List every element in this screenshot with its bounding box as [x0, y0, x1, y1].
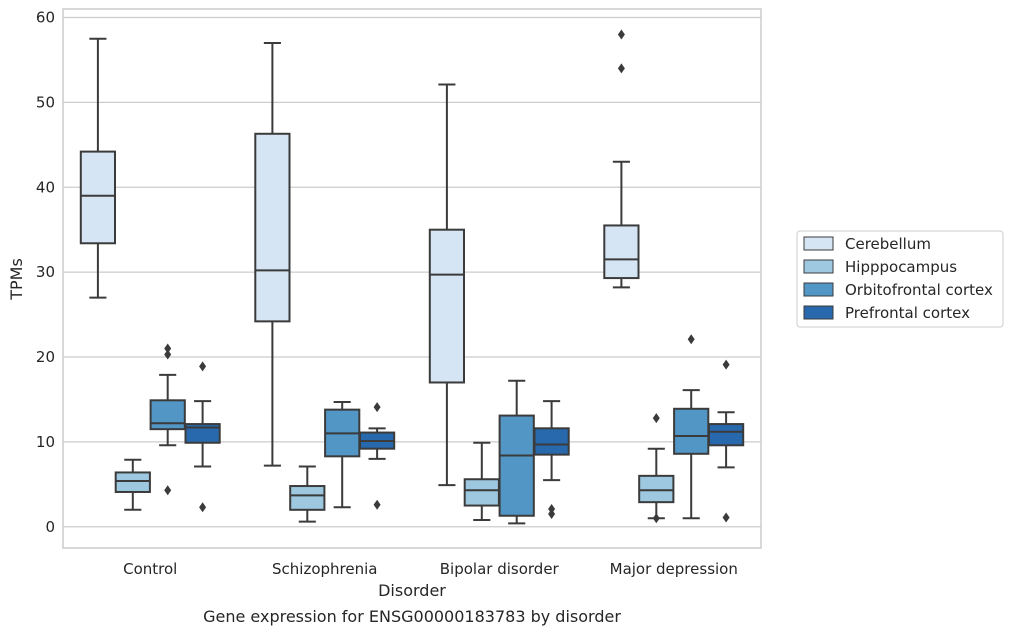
x-axis-ticks: Control Schizophrenia Bipolar disorder Majo…	[123, 560, 738, 578]
box	[463, 478, 500, 507]
x-tick-label: Control	[123, 560, 177, 578]
y-tick-label: 0	[45, 518, 55, 536]
box	[673, 407, 710, 455]
box	[638, 474, 675, 504]
outlier-point	[617, 29, 625, 40]
legend-label: Prefrontal cortex	[845, 304, 970, 322]
outlier-point	[652, 513, 660, 524]
plot-frame	[62, 8, 762, 549]
box-plot	[428, 83, 466, 487]
y-tick-label: 20	[36, 348, 55, 366]
y-tick-label: 30	[36, 263, 55, 281]
box	[79, 150, 117, 245]
box-plot	[707, 359, 745, 523]
legend-items: Cerebellum Hipppocampus Orbitofrontal cort…	[803, 235, 993, 322]
box-plot	[289, 465, 326, 523]
box	[184, 423, 221, 444]
box-plot	[79, 37, 117, 299]
box	[498, 414, 535, 517]
box	[289, 485, 326, 511]
outlier-point	[722, 512, 730, 523]
legend-label: Orbitofrontal cortex	[845, 281, 993, 299]
legend: Cerebellum Hipppocampus Orbitofrontal cort…	[796, 230, 1004, 328]
box-plot	[498, 379, 535, 525]
outlier-point	[617, 63, 625, 74]
legend-swatch	[803, 236, 834, 251]
outlier-point	[548, 503, 556, 514]
y-tick-label: 50	[36, 93, 55, 111]
legend-frame	[796, 230, 1004, 328]
box-plot	[533, 400, 570, 520]
outlier-point	[164, 485, 172, 496]
x-axis-title: Disorder	[378, 581, 446, 600]
box	[603, 224, 640, 280]
box	[254, 132, 291, 323]
y-axis-title: TPMs	[7, 258, 26, 301]
outlier-point	[548, 509, 556, 520]
y-tick-label: 60	[36, 8, 55, 26]
outlier-point	[722, 359, 730, 370]
box-plot	[603, 29, 640, 289]
y-axis-ticks: 0 10 20 30 40 50 60	[36, 8, 55, 535]
box-plot	[184, 361, 221, 513]
box	[428, 228, 466, 384]
grid-lines	[63, 16, 761, 528]
box	[707, 423, 745, 447]
outlier-point	[199, 502, 207, 513]
outlier-point	[164, 349, 172, 360]
box-plot	[149, 343, 186, 496]
legend-swatch	[803, 259, 834, 274]
legend-label: Hipppocampus	[845, 258, 957, 276]
box	[149, 399, 186, 431]
chart-caption: Gene expression for ENSG00000183783 by d…	[203, 607, 621, 626]
box-plot	[114, 458, 151, 511]
box	[114, 471, 151, 493]
legend-label: Cerebellum	[845, 235, 931, 253]
outlier-point	[652, 413, 660, 424]
outlier-point	[373, 499, 381, 510]
box-plot	[638, 413, 675, 524]
legend-swatch	[803, 282, 834, 297]
outlier-point	[687, 334, 695, 345]
box-plot	[673, 334, 710, 520]
outlier-point	[164, 343, 172, 354]
x-tick-label: Schizophrenia	[272, 560, 377, 578]
outlier-point	[373, 402, 381, 413]
y-tick-label: 40	[36, 178, 55, 196]
legend-swatch	[803, 305, 834, 320]
box-plot	[324, 401, 361, 509]
box-plot	[254, 41, 291, 467]
box-plots	[79, 29, 745, 525]
box	[533, 427, 570, 456]
y-tick-label: 10	[36, 433, 55, 451]
box-plot	[358, 402, 396, 510]
box-plot	[463, 441, 500, 521]
x-tick-label: Major depression	[610, 560, 738, 578]
outlier-point	[199, 361, 207, 372]
x-tick-label: Bipolar disorder	[440, 560, 560, 578]
